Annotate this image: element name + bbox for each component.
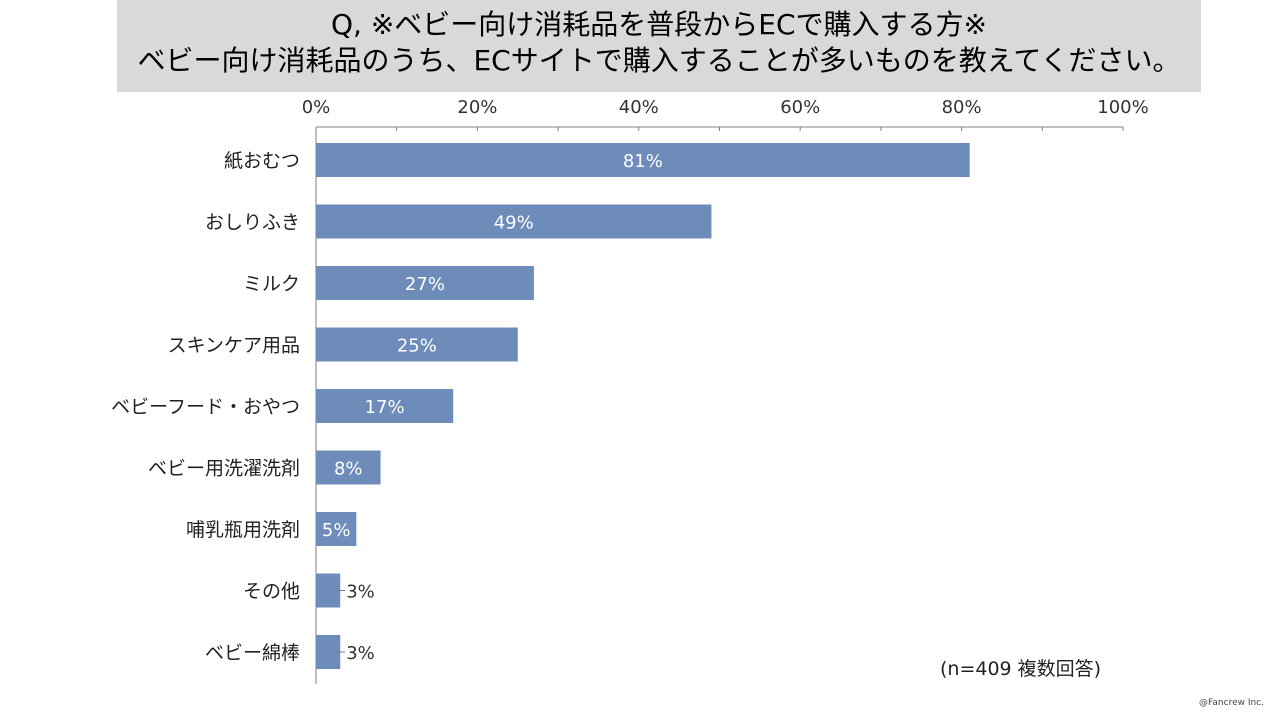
category-label: ベビーフード・おやつ [111, 396, 300, 418]
data-label: 27% [405, 274, 445, 295]
category-label: ミルク [243, 273, 300, 295]
bar [316, 266, 534, 300]
x-tick-label: 0% [302, 97, 331, 118]
bar [316, 573, 341, 608]
bar [316, 450, 381, 485]
data-label: 5% [322, 520, 351, 541]
x-tick-label: 40% [619, 97, 659, 118]
chart-title-line-2: ベビー向け消耗品のうち、ECサイトで購入することが多いものを教えてください。 [137, 44, 1181, 77]
category-label: スキンケア用品 [168, 335, 300, 357]
bar [316, 143, 970, 177]
bar [316, 635, 341, 669]
category-label: その他 [243, 581, 300, 603]
bar [316, 327, 518, 362]
data-label: 3% [346, 643, 375, 664]
sample-size-note: (n=409 複数回答) [940, 658, 1102, 680]
data-label: 3% [346, 582, 375, 603]
data-label: 25% [397, 336, 437, 357]
data-label: 8% [334, 459, 363, 480]
bar [316, 389, 454, 423]
x-tick-label: 20% [457, 97, 497, 118]
x-tick-label: 80% [942, 97, 982, 118]
category-label: 紙おむつ [224, 150, 300, 172]
category-label: おしりふき [205, 212, 300, 234]
data-label: 17% [365, 397, 405, 418]
copyright-text: @Fancrew Inc. [1199, 698, 1264, 708]
category-label: 哺乳瓶用洗剤 [186, 519, 300, 541]
x-tick-label: 60% [780, 97, 820, 118]
category-label: ベビー綿棒 [205, 642, 300, 664]
data-label: 49% [494, 213, 534, 234]
bar [316, 204, 712, 239]
data-label: 81% [623, 151, 663, 172]
category-label: ベビー用洗濯洗剤 [148, 458, 300, 480]
chart-title-line-1: Q, ※ベビー向け消耗品を普段からECで購入する方※ [330, 8, 987, 41]
title-band: Q, ※ベビー向け消耗品を普段からECで購入する方※ ベビー向け消耗品のうち、E… [117, 0, 1201, 92]
x-tick-label: 100% [1097, 97, 1148, 118]
bar [316, 512, 357, 546]
